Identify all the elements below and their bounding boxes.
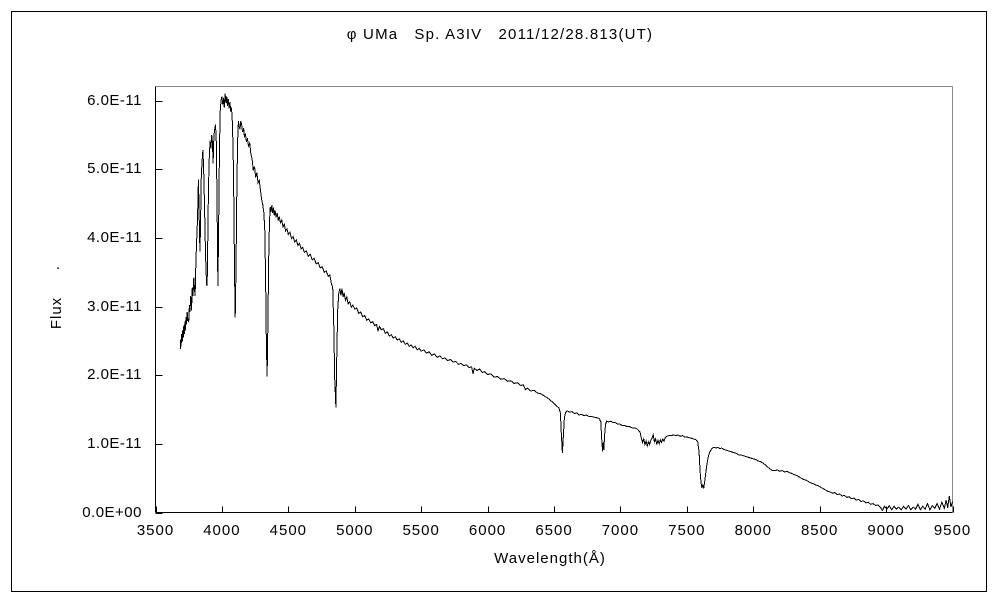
y-tick-label: 0.0E+00: [82, 503, 142, 521]
x-tick-label: 7000: [601, 522, 640, 539]
y-tick-label: 1.0E-11: [87, 434, 142, 452]
x-axis-label: Wavelength(Å): [494, 550, 606, 567]
image-border: [11, 11, 987, 592]
x-tick-label: 6500: [535, 522, 573, 539]
y-tick-label: 6.0E-11: [87, 91, 142, 109]
y-tick-label: 5.0E-11: [87, 160, 142, 178]
x-tick-label: 4500: [269, 522, 308, 539]
spectrum-curve: [179, 93, 953, 512]
x-tick-label: 4000: [203, 522, 241, 539]
x-tick-label: 3500: [136, 522, 175, 539]
y-tick-label: 4.0E-11: [87, 228, 142, 246]
x-tick-label: 8000: [734, 522, 772, 539]
x-tick-label: 9000: [867, 522, 905, 539]
x-tick-label: 5500: [402, 522, 440, 539]
stray-dot: .: [56, 256, 61, 273]
x-tick-label: 6000: [468, 522, 507, 539]
x-tick-label: 9500: [933, 522, 972, 539]
y-tick-label: 2.0E-11: [87, 366, 142, 384]
x-tick-label: 5000: [336, 522, 374, 539]
y-tick-label: 3.0E-11: [87, 297, 142, 315]
x-tick-label: 8500: [800, 522, 839, 539]
x-tick-label: 7500: [668, 522, 706, 539]
chart-title: φ UMa Sp. A3IV 2011/12/28.813(UT): [346, 26, 654, 43]
